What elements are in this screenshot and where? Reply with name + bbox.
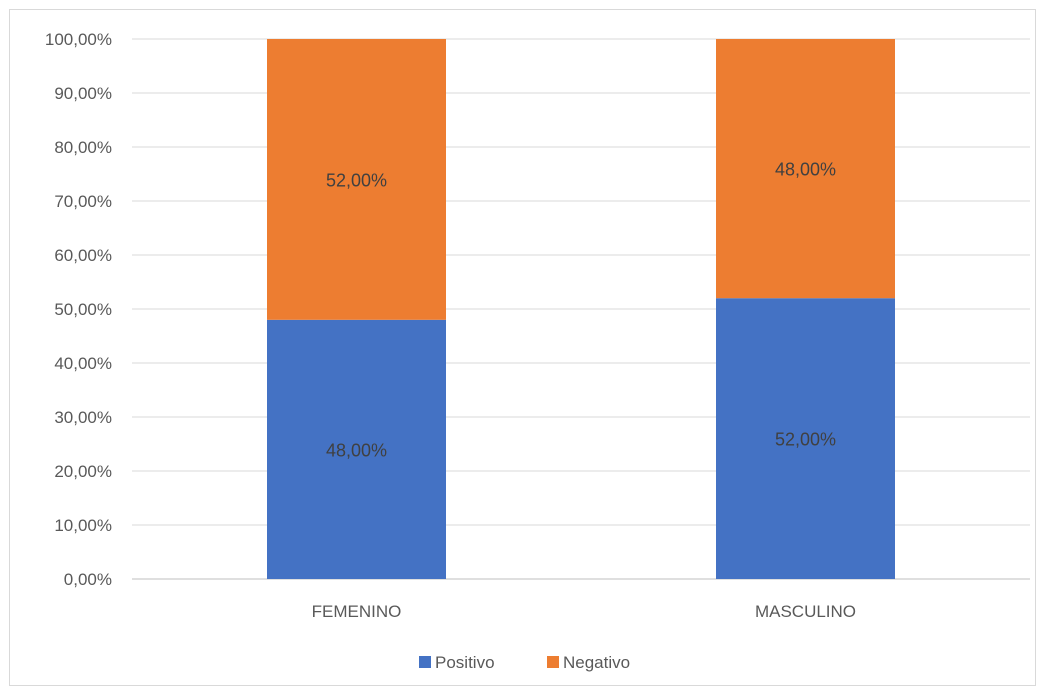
x-category-label: FEMENINO [312,602,402,621]
bar-positivo [267,319,446,579]
data-label: 48,00% [326,440,387,460]
legend-swatch-negativo [547,656,559,668]
y-tick-label: 20,00% [54,462,112,481]
y-tick-label: 60,00% [54,246,112,265]
bar-negativo [267,39,446,320]
bar-positivo [716,298,895,579]
x-category-label: MASCULINO [755,602,856,621]
y-axis-tick-labels: 0,00% 10,00% 20,00% 30,00% 40,00% 50,00% 60,00… [45,30,112,589]
y-tick-label: 100,00% [45,30,112,49]
bar-negativo [716,39,895,299]
data-labels: 48,00% 52,00% 52,00% 48,00% [326,160,836,461]
bars [267,39,895,579]
gridlines [132,38,1030,580]
legend-label-negativo: Negativo [563,653,630,672]
legend: Positivo Negativo [419,653,630,672]
y-tick-label: 40,00% [54,354,112,373]
data-label: 48,00% [775,160,836,180]
y-tick-label: 30,00% [54,408,112,427]
data-label: 52,00% [326,170,387,190]
legend-label-positivo: Positivo [435,653,495,672]
legend-swatch-positivo [419,656,431,668]
y-tick-label: 70,00% [54,192,112,211]
y-tick-label: 90,00% [54,84,112,103]
y-tick-label: 10,00% [54,516,112,535]
data-label: 52,00% [775,430,836,450]
x-axis-category-labels: FEMENINO MASCULINO [312,602,856,621]
y-tick-label: 0,00% [64,570,112,589]
y-tick-label: 80,00% [54,138,112,157]
y-tick-label: 50,00% [54,300,112,319]
